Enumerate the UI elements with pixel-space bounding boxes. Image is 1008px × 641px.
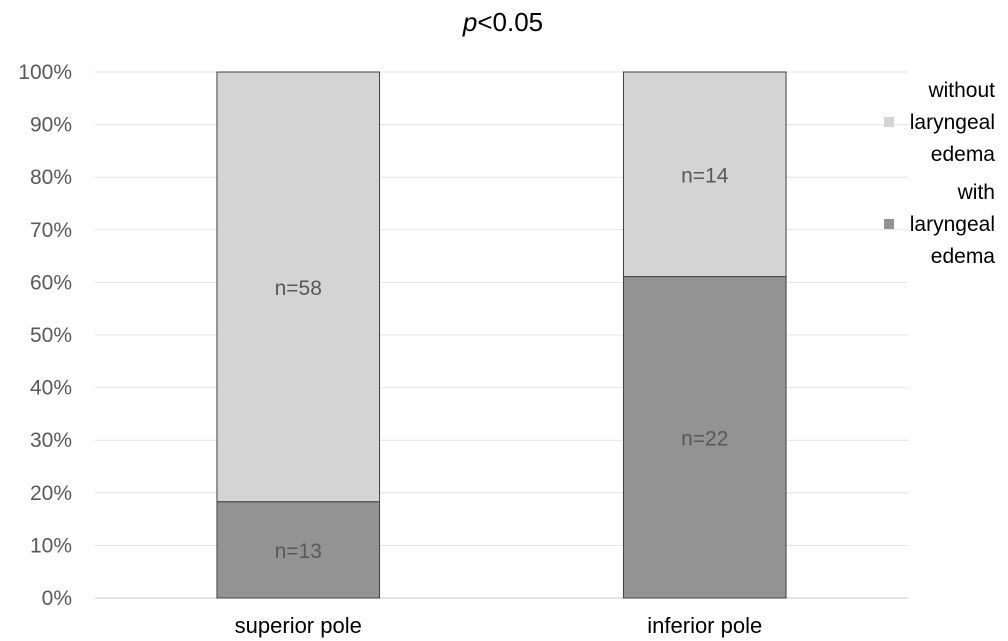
y-axis-ticks: 0% 10% 20% 30% 40% 50% 60% 70% 80% 90% 100% <box>18 61 72 610</box>
legend-label: laryngeal <box>910 111 995 134</box>
legend-label: without <box>927 79 995 102</box>
legend-swatch <box>884 219 894 229</box>
y-tick-label: 100% <box>18 61 72 84</box>
y-tick-label: 0% <box>42 587 72 610</box>
bar-data-label: n=14 <box>681 164 729 187</box>
y-tick-label: 20% <box>30 482 72 505</box>
y-tick-label: 50% <box>30 324 72 347</box>
y-tick-label: 40% <box>30 377 72 400</box>
y-tick-label: 10% <box>30 534 72 557</box>
bar-segment <box>622 276 787 599</box>
chart-title-italic: p <box>462 7 477 37</box>
bar-data-label: n=13 <box>275 540 322 563</box>
legend-label: with <box>957 181 995 204</box>
legend: without laryngeal edema with laryngeal edema <box>884 79 995 268</box>
x-axis-labels: superior pole inferior pole <box>235 613 763 638</box>
y-tick-label: 90% <box>30 114 72 137</box>
legend-swatch <box>884 117 894 127</box>
y-tick-label: 30% <box>30 429 72 452</box>
y-tick-label: 80% <box>30 166 72 189</box>
x-category-label: superior pole <box>235 613 362 638</box>
chart-title-rest: <0.05 <box>477 7 543 37</box>
bar-segment <box>216 501 381 599</box>
legend-label: laryngeal <box>910 213 995 236</box>
y-tick-label: 70% <box>30 219 72 242</box>
bar-data-label: n=22 <box>681 427 728 450</box>
bars: n=13 n=58 n=22 n=14 <box>216 71 787 599</box>
bar-segment <box>216 71 381 503</box>
x-category-label: inferior pole <box>647 613 762 638</box>
bar-data-label: n=58 <box>275 277 322 300</box>
legend-label: edema <box>931 143 996 166</box>
bar-segment <box>622 71 787 278</box>
legend-label: edema <box>931 245 996 268</box>
chart-title: p<0.05 <box>462 7 543 37</box>
y-tick-label: 60% <box>30 271 72 294</box>
